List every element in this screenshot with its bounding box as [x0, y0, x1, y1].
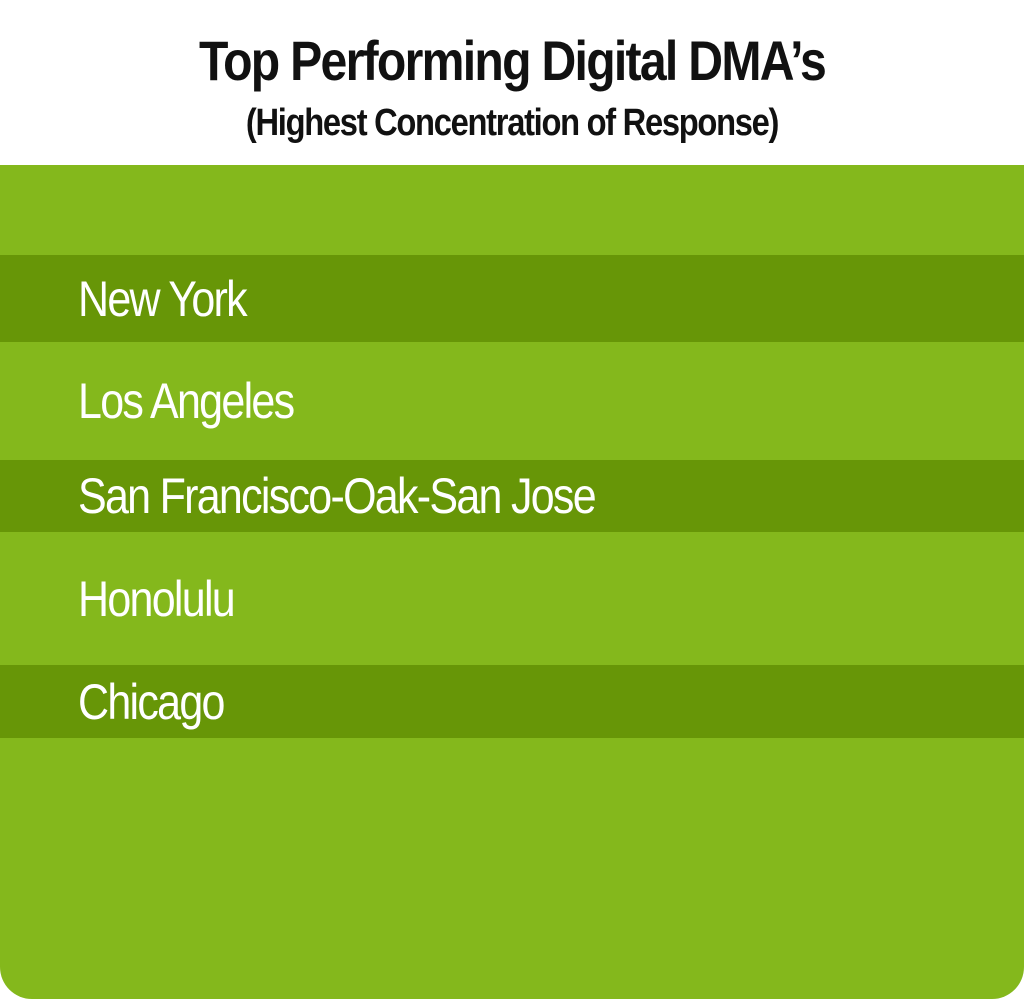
list-row: Los Angeles [0, 342, 1024, 460]
title: Top Performing Digital DMA’s [198, 29, 827, 92]
list-row: San Francisco-Oak-San Jose [0, 460, 1024, 532]
list-item: Los Angeles [78, 373, 295, 429]
list-item: San Francisco-Oak-San Jose [78, 468, 597, 524]
list-row: Chicago [0, 665, 1024, 738]
list-item: New York [78, 270, 248, 327]
list-item: Chicago [78, 673, 225, 730]
list-item: Honolulu [78, 570, 236, 627]
list-row: Honolulu [0, 532, 1024, 665]
subtitle: (Highest Concentration of Response) [245, 102, 780, 144]
list-panel: New York Los Angeles San Francisco-Oak-San… [0, 165, 1024, 999]
list-row: New York [0, 255, 1024, 342]
